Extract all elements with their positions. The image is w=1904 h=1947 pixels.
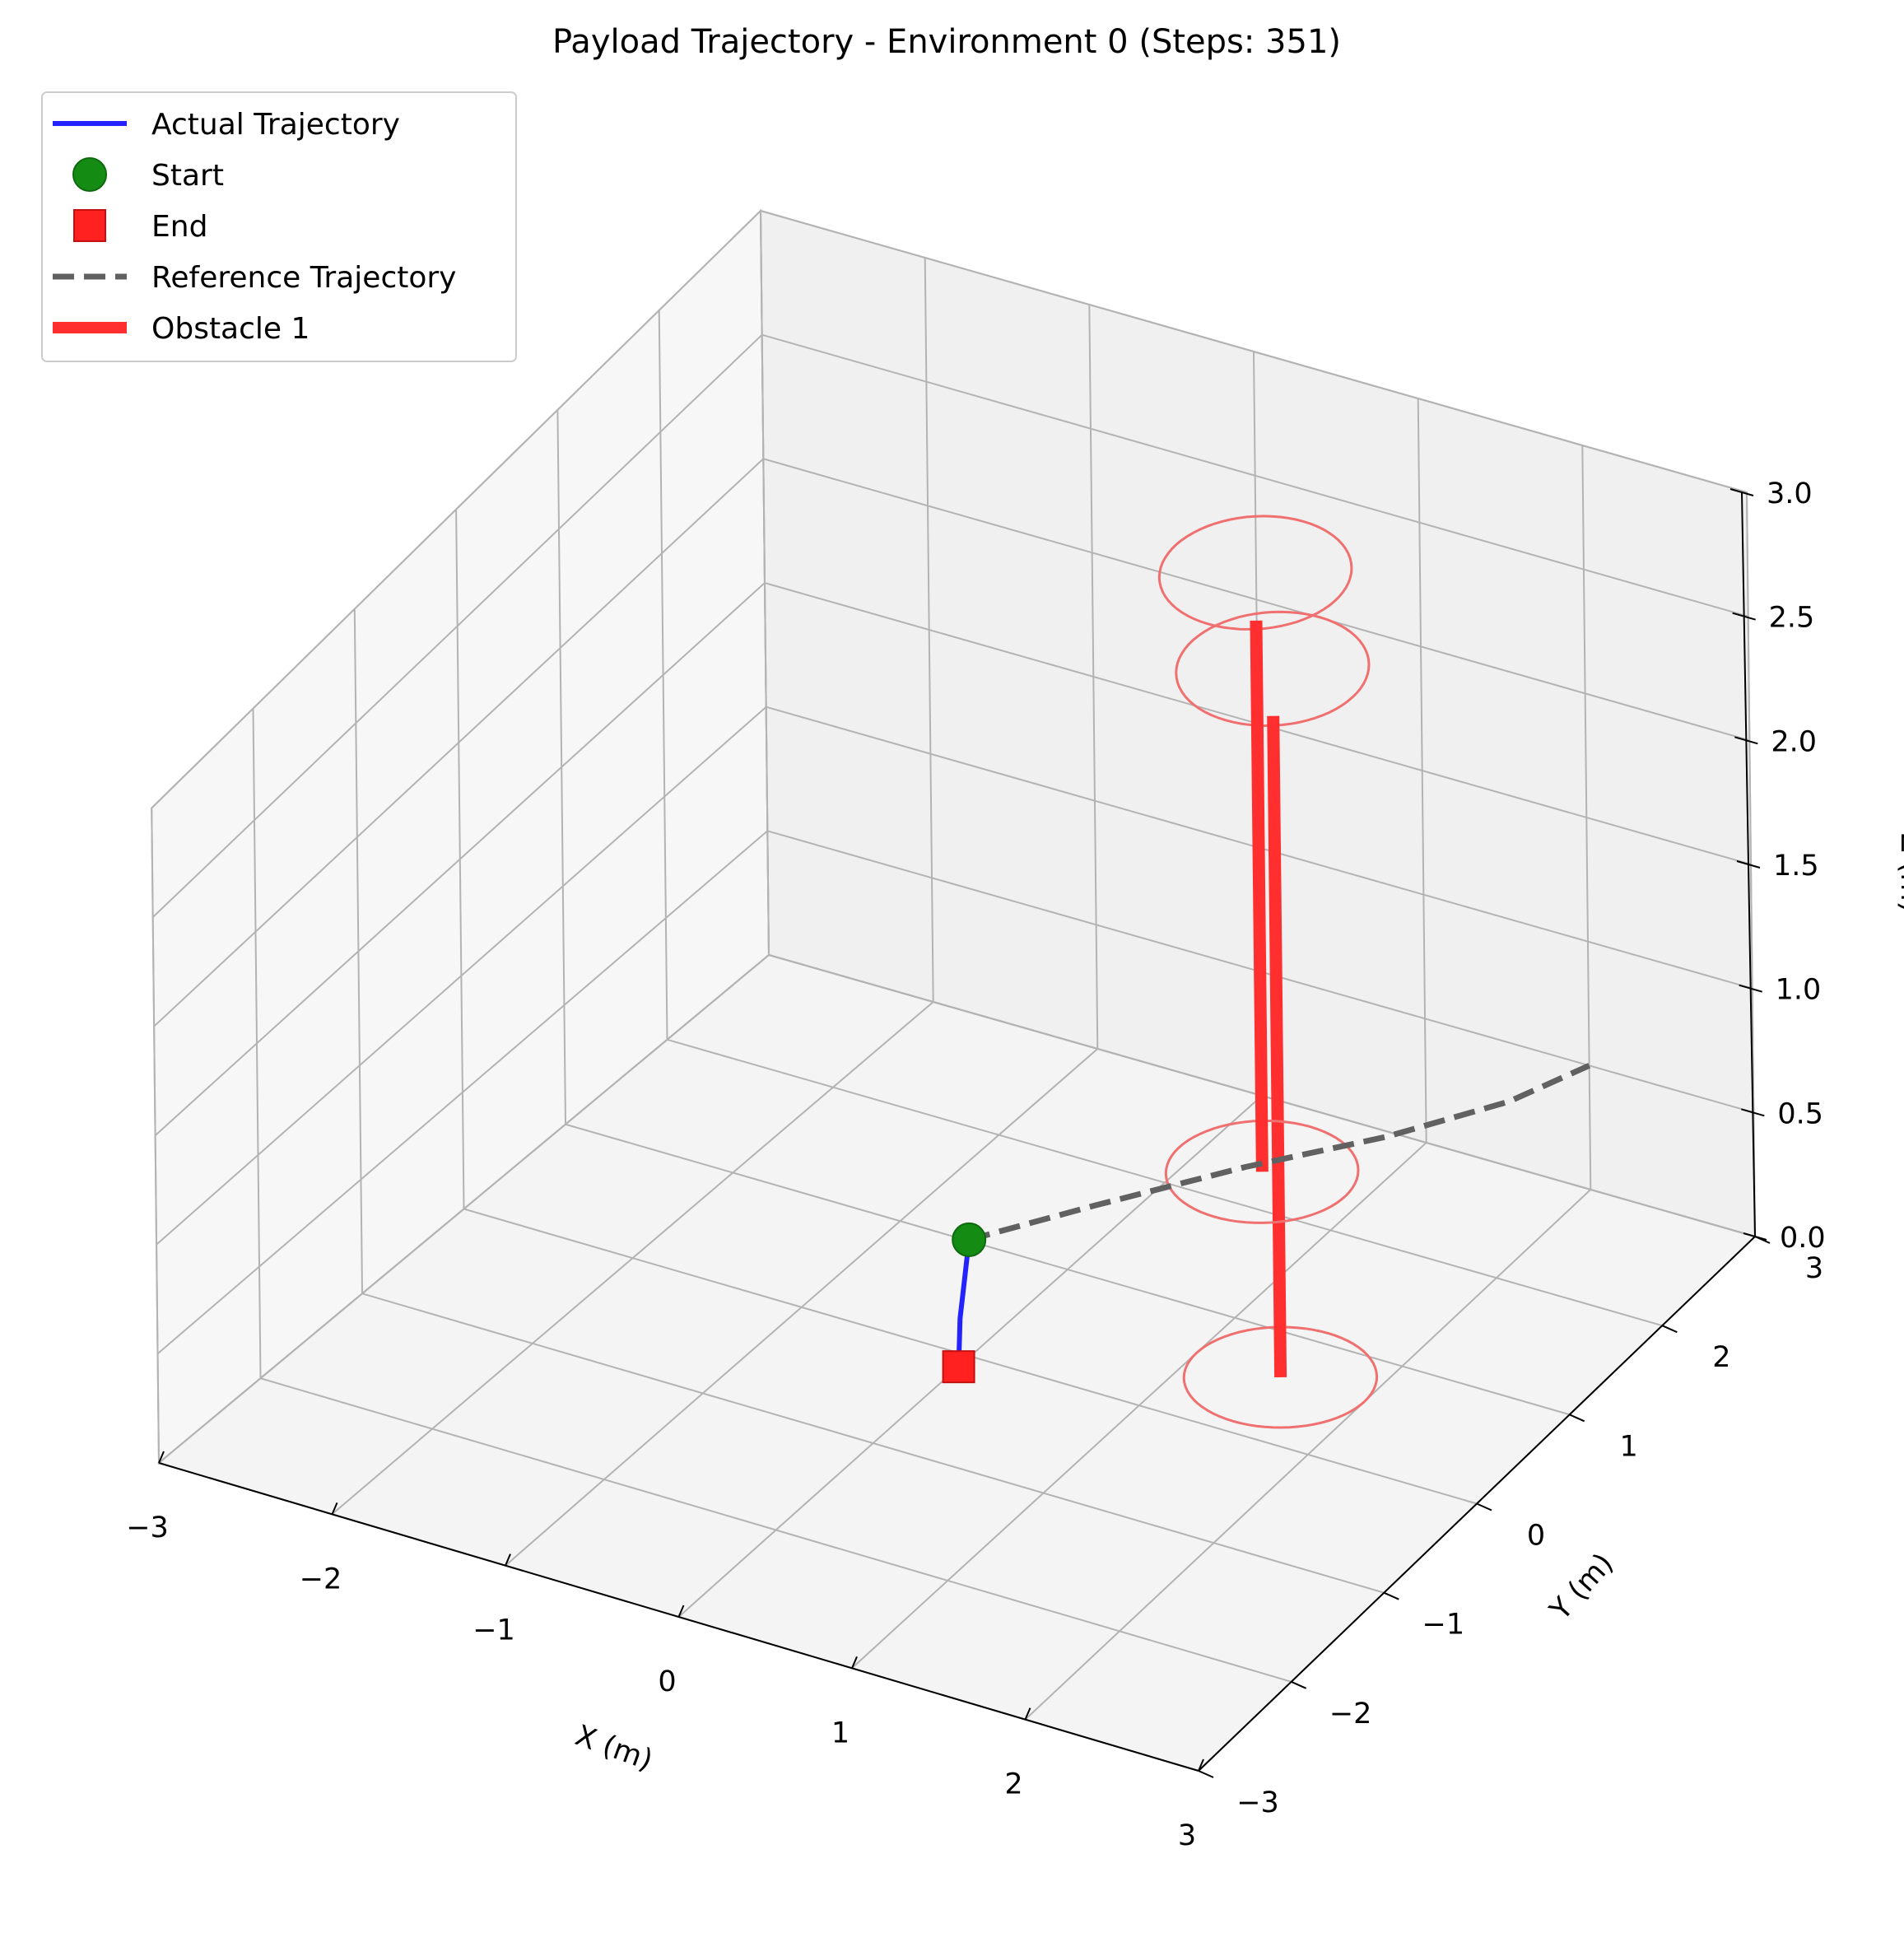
z-tick-label: 3.0 [1767,477,1813,510]
x-tick-mark [331,1502,338,1515]
legend-label: Obstacle 1 [151,312,310,346]
grid-line-z [154,581,1752,1136]
legend-label: Actual Trajectory [151,108,400,142]
y-tick-label: 3 [1805,1252,1823,1285]
x-tick-mark [158,1451,165,1464]
legend-swatch-start [72,157,107,192]
y-tick-label: 1 [1620,1430,1638,1463]
y-tick-mark [1569,1414,1585,1423]
z-tick-label: 1.0 [1776,974,1822,1007]
x-tick-mark [1198,1758,1204,1772]
y-tick-mark [1198,1770,1214,1778]
z-tick-label: 2.5 [1769,602,1815,635]
start-marker [952,1222,987,1257]
legend-swatch-end [73,209,106,242]
z-tick-label: 1.5 [1773,850,1819,883]
x-axis-label: X (m) [571,1719,657,1777]
y-tick-label: −2 [1329,1698,1372,1730]
grid-line-z [151,209,1748,809]
x-tick-mark [851,1656,858,1669]
x-tick-label: 1 [831,1716,850,1749]
x-tick-label: 2 [1004,1768,1022,1801]
y-tick-mark [1291,1680,1307,1689]
end-marker [942,1350,975,1384]
z-tick-label: 2.0 [1771,725,1817,758]
y-axis-label: Y (m) [1543,1547,1620,1627]
y-tick-label: −1 [1422,1609,1465,1642]
reference-trajectory-line [968,1063,1591,1243]
z-tick-label: 0.0 [1780,1222,1826,1255]
axis-ticks: −3−2−10123−3−2−101230.00.51.01.52.02.53.… [126,477,1825,1852]
grid-line-z [158,953,1756,1464]
grid-line-z [156,706,1753,1246]
z-axis-label: Z (m) [1894,833,1904,913]
legend-label: End [151,210,207,244]
grid-line-z [152,333,1748,918]
z-tick-mark [1741,1108,1765,1117]
x-tick-label: −1 [473,1614,515,1647]
chart-title: Payload Trajectory - Environment 0 (Step… [552,23,1341,61]
x-tick-label: −3 [126,1511,169,1544]
grid-line-z [156,830,1754,1355]
y-tick-mark [1476,1502,1492,1511]
legend: Actual Trajectory Start End Reference Traje… [41,91,517,362]
grid-line-z [153,458,1750,1027]
z-tick-mark [1732,612,1756,621]
y-tick-label: 2 [1712,1341,1730,1374]
axis-panes [151,208,1757,1772]
legend-frame [41,91,517,362]
z-tick-mark [1729,488,1754,496]
z-tick-mark [1743,1232,1767,1241]
data-layer [942,515,1591,1429]
x-tick-mark [505,1553,511,1567]
y-tick-mark [1383,1591,1399,1600]
actual-trajectory-line [956,1239,972,1367]
obstacle-pole [1267,715,1287,1377]
z-tick-mark [1736,860,1761,869]
x-tick-mark [1024,1707,1031,1721]
x-tick-label: 3 [1178,1819,1196,1852]
x-tick-mark [677,1605,685,1618]
y-tick-label: −3 [1236,1786,1279,1819]
obstacle-ring-bottom [1182,1325,1379,1429]
legend-label: Reference Trajectory [151,261,456,295]
obstacle-pole [1250,620,1269,1172]
x-tick-label: −2 [300,1563,342,1595]
y-tick-mark [1661,1325,1678,1334]
x-tick-label: 0 [658,1665,676,1698]
z-tick-label: 0.5 [1777,1097,1823,1130]
z-tick-mark [1739,984,1762,993]
z-tick-mark [1734,736,1758,745]
legend-label: Start [151,159,224,193]
y-tick-label: 0 [1527,1520,1545,1553]
